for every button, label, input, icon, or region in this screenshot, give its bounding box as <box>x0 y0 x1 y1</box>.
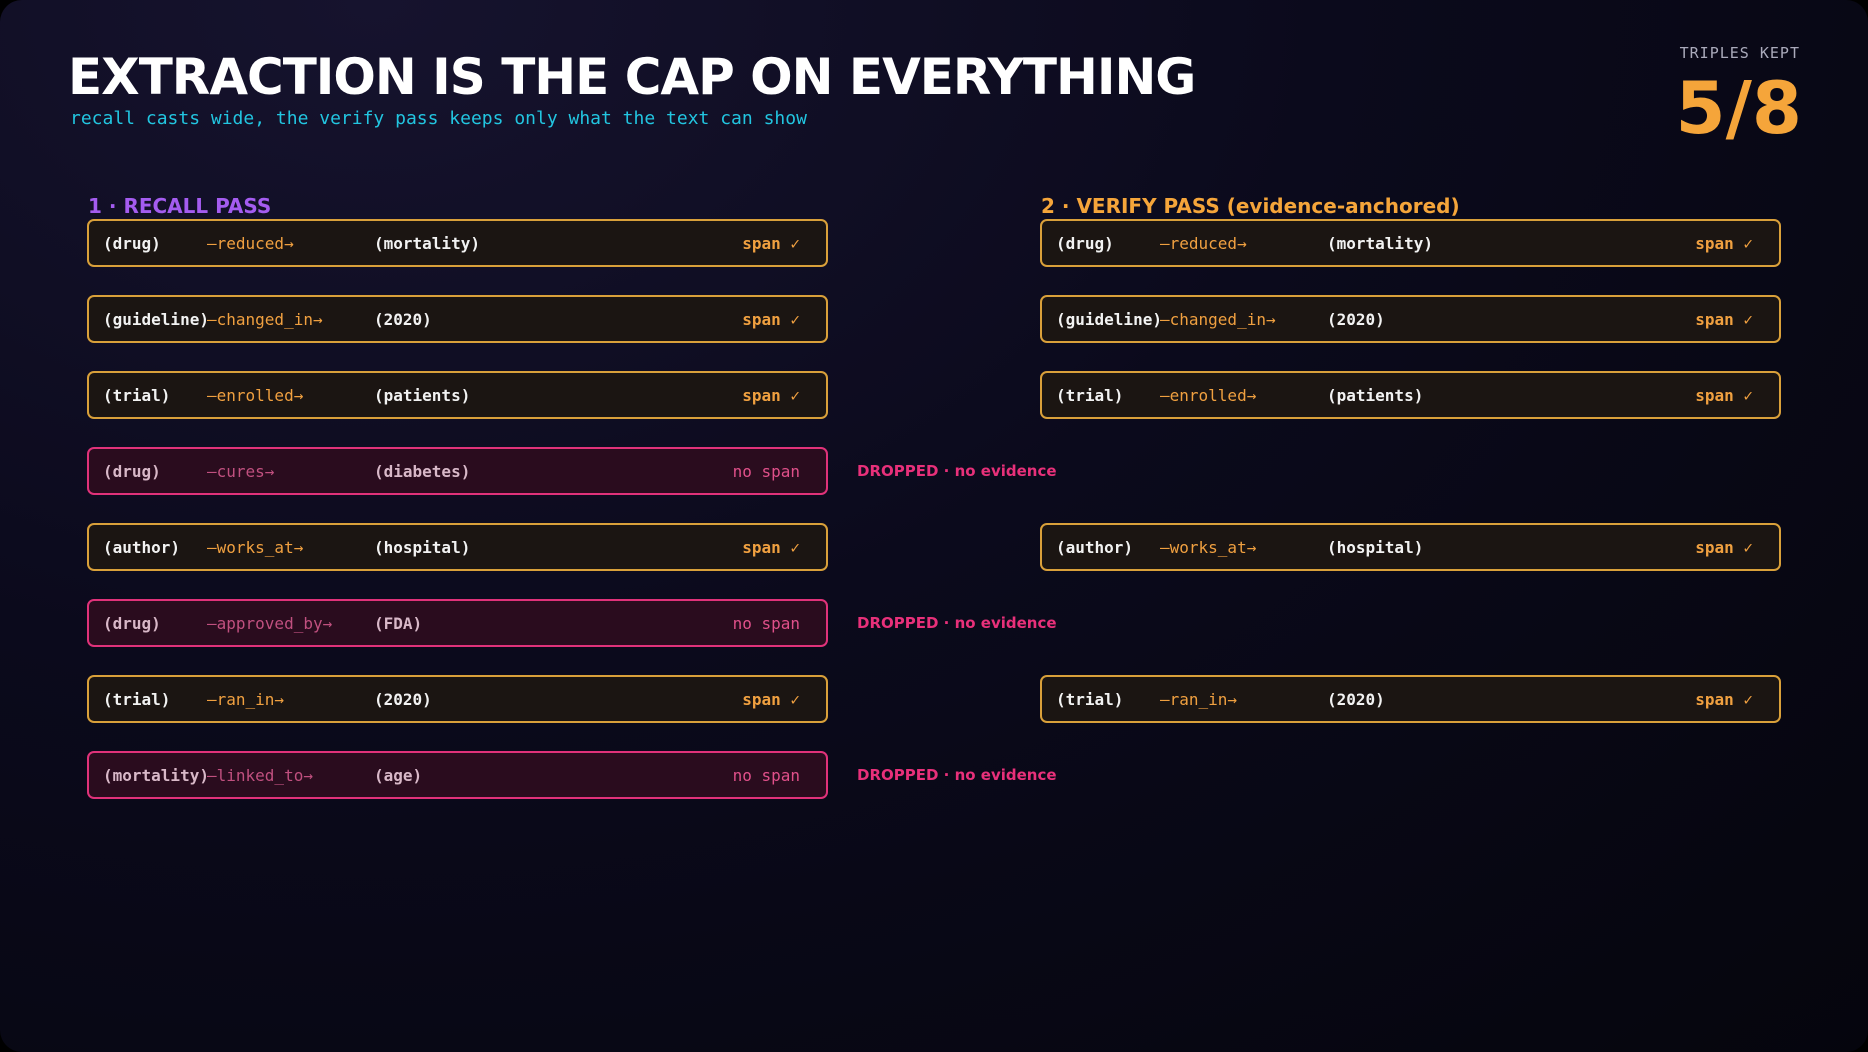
triple-row: (trial) —ran_in→ (2020) span ✓ <box>1040 675 1781 723</box>
object: (hospital) <box>374 538 471 557</box>
subject: (trial) <box>103 690 171 709</box>
object: (2020) <box>1327 310 1385 329</box>
verify-heading: 2 · VERIFY PASS (evidence-anchored) <box>1041 194 1460 218</box>
triple-row: (drug) —reduced→ (mortality) span ✓ <box>1040 219 1781 267</box>
subject: (mortality) <box>103 766 209 785</box>
dropped-note: DROPPED · no evidence <box>857 766 1057 784</box>
object: (age) <box>374 766 423 785</box>
relation: —changed_in→ <box>1160 310 1276 329</box>
recall-heading: 1 · RECALL PASS <box>88 194 272 218</box>
dropped-note: DROPPED · no evidence <box>857 462 1057 480</box>
subject: (author) <box>1056 538 1134 557</box>
kept-value: 5/8 <box>1675 66 1803 150</box>
triple-row: (guideline) —changed_in→ (2020) span ✓ <box>87 295 828 343</box>
triple-row: (guideline) —changed_in→ (2020) span ✓ <box>1040 295 1781 343</box>
object: (mortality) <box>374 234 480 253</box>
status: no span <box>732 462 800 481</box>
status: span ✓ <box>1695 234 1753 253</box>
subject: (trial) <box>1056 690 1124 709</box>
object: (mortality) <box>1327 234 1433 253</box>
subject: (drug) <box>103 462 161 481</box>
object: (patients) <box>1327 386 1424 405</box>
relation: —enrolled→ <box>1160 386 1257 405</box>
status: span ✓ <box>1695 690 1753 709</box>
object: (hospital) <box>1327 538 1424 557</box>
relation: —reduced→ <box>207 234 294 253</box>
subject: (guideline) <box>1056 310 1162 329</box>
relation: —changed_in→ <box>207 310 323 329</box>
status: span ✓ <box>742 310 800 329</box>
relation: —ran_in→ <box>207 690 285 709</box>
dropped-note: DROPPED · no evidence <box>857 614 1057 632</box>
relation: —cures→ <box>207 462 275 481</box>
status: no span <box>732 614 800 633</box>
title: EXTRACTION IS THE CAP ON EVERYTHING <box>68 48 1196 106</box>
object: (diabetes) <box>374 462 471 481</box>
subject: (drug) <box>1056 234 1114 253</box>
triple-row: (author) —works_at→ (hospital) span ✓ <box>87 523 828 571</box>
kept-label: TRIPLES KEPT <box>1679 44 1800 62</box>
object: (patients) <box>374 386 471 405</box>
status: no span <box>732 766 800 785</box>
object: (2020) <box>374 690 432 709</box>
object: (FDA) <box>374 614 423 633</box>
subject: (drug) <box>103 614 161 633</box>
triple-row: (trial) —ran_in→ (2020) span ✓ <box>87 675 828 723</box>
status: span ✓ <box>1695 386 1753 405</box>
object: (2020) <box>1327 690 1385 709</box>
relation: —works_at→ <box>1160 538 1257 557</box>
triple-row: (mortality) —linked_to→ (age) no span <box>87 751 828 799</box>
subject: (trial) <box>103 386 171 405</box>
triple-row: (trial) —enrolled→ (patients) span ✓ <box>1040 371 1781 419</box>
subtitle: recall casts wide, the verify pass keeps… <box>70 108 807 129</box>
status: span ✓ <box>742 690 800 709</box>
relation: —approved_by→ <box>207 614 333 633</box>
status: span ✓ <box>742 234 800 253</box>
relation: —works_at→ <box>207 538 304 557</box>
subject: (trial) <box>1056 386 1124 405</box>
status: span ✓ <box>1695 538 1753 557</box>
triple-row: (author) —works_at→ (hospital) span ✓ <box>1040 523 1781 571</box>
relation: —ran_in→ <box>1160 690 1238 709</box>
subject: (author) <box>103 538 181 557</box>
triple-row: (drug) —cures→ (diabetes) no span <box>87 447 828 495</box>
subject: (guideline) <box>103 310 209 329</box>
status: span ✓ <box>742 538 800 557</box>
relation: —reduced→ <box>1160 234 1247 253</box>
object: (2020) <box>374 310 432 329</box>
relation: —linked_to→ <box>207 766 313 785</box>
triple-row: (drug) —reduced→ (mortality) span ✓ <box>87 219 828 267</box>
triple-row: (trial) —enrolled→ (patients) span ✓ <box>87 371 828 419</box>
status: span ✓ <box>742 386 800 405</box>
triple-row: (drug) —approved_by→ (FDA) no span <box>87 599 828 647</box>
subject: (drug) <box>103 234 161 253</box>
status: span ✓ <box>1695 310 1753 329</box>
relation: —enrolled→ <box>207 386 304 405</box>
